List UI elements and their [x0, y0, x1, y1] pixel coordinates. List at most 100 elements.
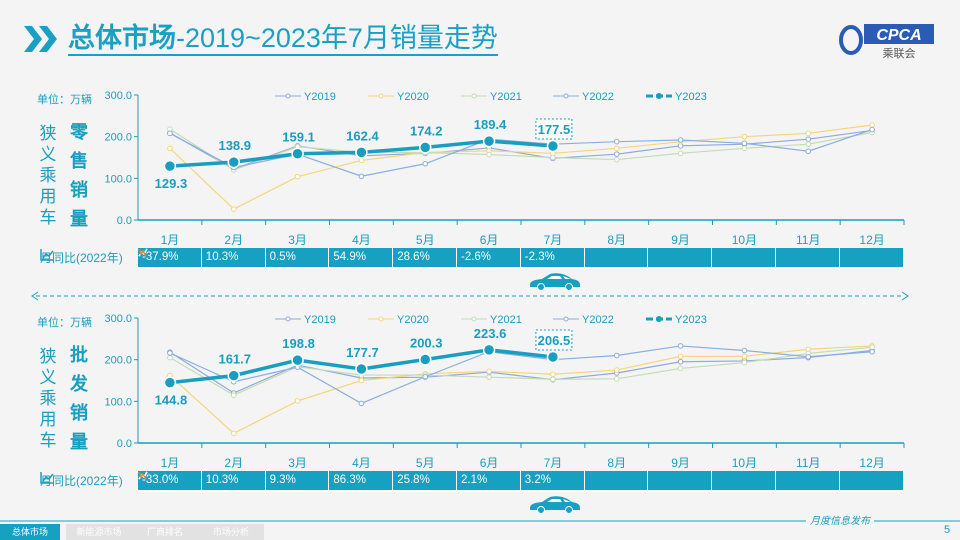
x-tick-label: 9月	[671, 456, 690, 470]
x-tick-label: 4月	[352, 456, 371, 470]
y-tick-label: 300.0	[104, 90, 132, 102]
footer-tab-3[interactable]: 市场分析	[198, 524, 264, 540]
x-tick-label: 8月	[607, 233, 626, 247]
footer-tab-1[interactable]: 新能源市场	[66, 524, 132, 540]
yoy-cell	[648, 248, 713, 267]
yoy-cell	[775, 248, 840, 267]
legend-item-y2020: Y2020	[368, 314, 429, 326]
legend-item-y2023: Y2023	[646, 314, 707, 326]
data-point	[230, 392, 237, 398]
yoy-value: 9.3%	[269, 474, 296, 486]
yoy-cell: 86.3%	[138, 471, 394, 490]
series-y2019	[167, 127, 875, 172]
data-point	[358, 157, 365, 164]
x-tick-label: 4月	[352, 233, 371, 247]
data-point	[167, 130, 173, 137]
footer-tab-0[interactable]: 总体市场	[0, 524, 60, 540]
svg-text:Y2020: Y2020	[397, 91, 429, 103]
data-point	[613, 156, 620, 163]
yoy-cell: -2.6%	[138, 248, 521, 267]
svg-text:乘联会: 乘联会	[883, 47, 916, 60]
x-tick-label: 3月	[288, 456, 307, 470]
x-tick-label: 9月	[671, 233, 690, 247]
y-tick-label: 100.0	[104, 173, 132, 185]
series-line	[169, 345, 873, 405]
yoy-value: 54.9%	[333, 251, 366, 263]
x-tick-label: 2月	[224, 233, 243, 247]
cpca-logo: CPCA 乘联会	[838, 20, 938, 60]
yoy-row: -37.9% 10.3% 0.5% 54.9% 28.6% -2.6% -2.3%	[138, 248, 904, 269]
svg-text:Y2023: Y2023	[675, 314, 707, 326]
svg-text:Y2021: Y2021	[490, 91, 522, 103]
yoy-cell	[648, 471, 713, 490]
yoy-value: -2.6%	[460, 251, 492, 263]
data-label: 162.4	[346, 128, 379, 143]
y-tick-label: 300.0	[104, 313, 132, 325]
yoy-cell	[584, 248, 649, 267]
data-point	[677, 137, 684, 143]
data-point	[230, 430, 237, 437]
data-point	[741, 145, 748, 152]
data-point	[805, 353, 812, 360]
data-point	[805, 130, 812, 137]
data-point	[869, 122, 875, 128]
data-point	[291, 147, 304, 160]
x-tick-label: 12月	[859, 233, 884, 247]
footer-nav: 总体市场 新能源市场 厂商排名 市场分析	[0, 520, 960, 540]
data-point	[486, 151, 492, 158]
yoy-label: 月同比(2022年)	[40, 472, 123, 489]
data-point	[805, 148, 812, 155]
series-line	[169, 128, 873, 171]
data-point	[358, 400, 365, 407]
svg-text:Y2022: Y2022	[582, 314, 614, 326]
series-line	[169, 129, 873, 170]
yoy-cell	[584, 471, 649, 490]
data-point	[422, 373, 429, 380]
data-point	[613, 367, 620, 373]
yoy-label-text: 月同比(2022年)	[40, 474, 123, 488]
data-label: 144.8	[155, 393, 188, 408]
data-point	[613, 138, 620, 145]
yoy-value: 10.3%	[205, 251, 239, 263]
svg-text:Y2021: Y2021	[490, 314, 522, 326]
yoy-cell: 25.8%	[138, 471, 457, 490]
yoy-cell: 9.3%	[138, 471, 330, 490]
latest-value-box	[535, 118, 573, 140]
data-point	[227, 155, 240, 169]
data-point	[741, 353, 748, 360]
data-point	[167, 354, 173, 361]
legend-item-y2021: Y2021	[461, 314, 522, 326]
data-point	[163, 159, 177, 173]
x-tick-label: 6月	[480, 233, 499, 247]
yoy-cell: 10.3%	[138, 248, 266, 267]
data-point	[741, 359, 748, 366]
category-label: 狭义乘用车	[39, 124, 57, 227]
series-y2023: 144.8 161.7 198.8 177.7 200.3 223.6 206.5	[155, 326, 573, 408]
data-point	[482, 343, 496, 357]
data-point	[550, 154, 556, 161]
yoy-value: 86.3%	[333, 474, 366, 486]
data-point	[358, 377, 365, 384]
yoy-cell: 28.6%	[138, 248, 457, 267]
wholesale-sales-chart: 单位：万辆 狭义乘用车 批发销量 0.0 100.0 200.0 300.0 1月 2月 3月 4月…	[0, 303, 960, 518]
yoy-value: 25.8%	[397, 474, 430, 486]
yoy-row: -33.0% 10.3% 9.3% 86.3% 25.8% 2.1% 3.2%	[138, 471, 904, 492]
data-point	[486, 368, 492, 375]
x-tick-label: 10月	[732, 456, 757, 470]
section-divider	[31, 291, 909, 301]
svg-text:CPCA: CPCA	[876, 27, 921, 44]
yoy-cell: -2.3%	[138, 248, 585, 267]
footer-tab-2[interactable]: 厂商排名	[132, 524, 198, 540]
data-point	[741, 140, 748, 147]
page-title: 总体市场-2019~2023年7月销量走势	[68, 22, 498, 56]
data-point	[677, 150, 684, 157]
data-point	[613, 376, 620, 382]
yoy-cell	[775, 471, 840, 490]
legend-item-y2022: Y2022	[553, 314, 614, 326]
x-tick-label: 7月	[544, 233, 563, 247]
yoy-value: -33.0%	[142, 474, 179, 486]
data-label: 198.8	[282, 336, 315, 351]
data-point	[805, 141, 812, 147]
x-tick-label: 10月	[732, 233, 757, 247]
data-label: 138.9	[218, 138, 251, 153]
